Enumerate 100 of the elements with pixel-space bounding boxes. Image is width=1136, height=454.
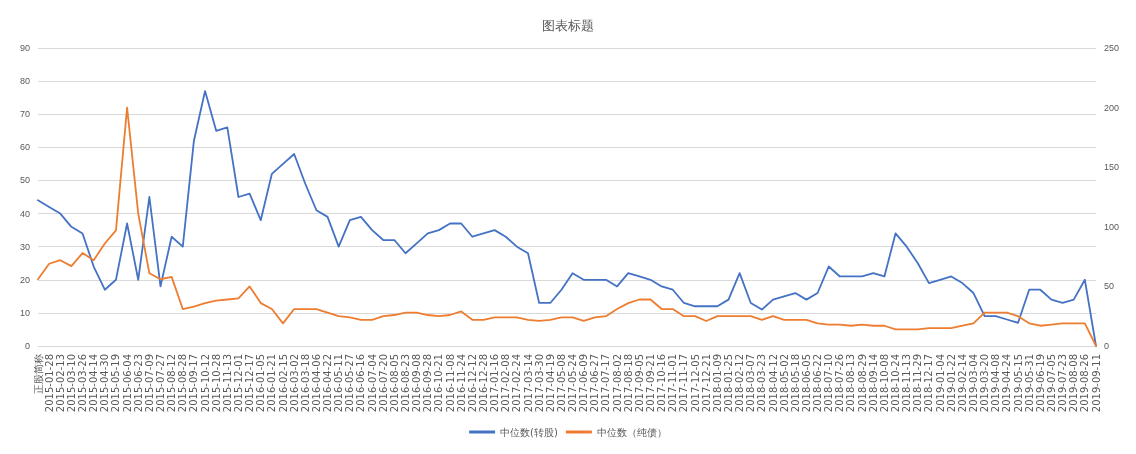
x-tick-label: 2017-04-19 xyxy=(544,354,556,413)
x-tick-label: 2017-09-21 xyxy=(645,354,657,413)
x-tick-label: 正股简称 xyxy=(32,354,44,394)
x-tick-label: 2016-03-02 xyxy=(288,354,300,413)
x-tick-label: 2015-08-12 xyxy=(166,354,178,413)
x-tick-label: 2015-11-13 xyxy=(221,354,233,413)
y-tick-label: 60 xyxy=(19,142,30,153)
x-tick-label: 2017-05-08 xyxy=(555,354,567,413)
legend-label: 中位数(转股) xyxy=(500,426,558,438)
x-tick-label: 2016-05-27 xyxy=(344,354,356,413)
x-tick-label: 2017-06-27 xyxy=(589,354,601,413)
y2-tick-label: 250 xyxy=(1104,43,1120,53)
x-tick-label: 2019-07-05 xyxy=(1045,354,1057,413)
x-tick-label: 2018-01-25 xyxy=(722,354,734,413)
x-tick-label: 2015-01-28 xyxy=(43,354,55,413)
x-tick-label: 2016-04-06 xyxy=(310,354,322,413)
y-tick-label: 20 xyxy=(19,274,30,285)
x-tick-label: 2018-10-08 xyxy=(878,354,890,413)
x-tick-label: 2019-05-15 xyxy=(1012,354,1024,413)
x-tick-label: 2018-02-12 xyxy=(734,354,746,413)
x-tick-label: 2015-06-04 xyxy=(121,354,133,413)
x-tick-label: 2015-09-17 xyxy=(188,354,200,413)
x-tick-label: 2016-12-12 xyxy=(466,354,478,413)
x-tick-label: 2017-01-16 xyxy=(489,354,501,413)
x-tick-label: 2017-10-16 xyxy=(656,354,668,413)
x-tick-label: 2019-08-08 xyxy=(1068,354,1080,413)
x-tick-label: 2017-03-14 xyxy=(522,354,534,413)
x-tick-label: 2018-11-29 xyxy=(912,354,924,413)
x-tick-label: 2017-11-17 xyxy=(678,354,690,413)
y2-tick-label: 0 xyxy=(1104,341,1110,351)
x-tick-label: 2018-03-07 xyxy=(745,354,757,413)
x-tick-label: 2017-05-24 xyxy=(567,354,579,413)
x-tick-label: 2016-07-04 xyxy=(366,354,378,413)
x-tick-label: 2016-10-21 xyxy=(433,354,445,413)
x-tick-label: 2018-05-18 xyxy=(789,354,801,413)
x-tick-label: 2017-03-30 xyxy=(533,354,545,413)
x-tick-label: 2015-04-30 xyxy=(99,354,111,413)
x-tick-label: 2019-07-23 xyxy=(1057,354,1069,413)
x-tick-label: 2019-03-04 xyxy=(967,354,979,413)
x-tick-label: 2015-07-27 xyxy=(155,354,167,413)
x-tick-label: 2017-07-17 xyxy=(600,354,612,413)
x-tick-label: 2017-02-08 xyxy=(500,354,512,413)
x-tick-label: 2018-05-02 xyxy=(778,354,790,413)
x-tick-label: 2019-04-24 xyxy=(1001,354,1013,413)
x-tick-label: 2016-08-05 xyxy=(388,354,400,413)
x-tick-label: 2016-04-22 xyxy=(322,354,334,413)
x-tick-label: 2017-06-09 xyxy=(578,354,590,413)
x-tick-label: 2016-12-28 xyxy=(477,354,489,413)
y-tick-label: 0 xyxy=(24,341,30,351)
y-tick-label: 90 xyxy=(19,43,30,53)
x-tick-label: 2017-08-02 xyxy=(611,354,623,413)
y-tick-label: 70 xyxy=(19,109,30,120)
y2-tick-label: 100 xyxy=(1104,221,1120,232)
x-tick-label: 2018-06-05 xyxy=(800,354,812,413)
x-tick-label: 2016-11-08 xyxy=(444,354,456,413)
y2-tick-label: 200 xyxy=(1104,102,1120,113)
x-tick-label: 2018-07-26 xyxy=(834,354,846,413)
y2-tick-label: 150 xyxy=(1104,162,1120,173)
x-tick-label: 2015-10-12 xyxy=(199,354,211,413)
chart-title: 图表标题 xyxy=(542,18,594,33)
x-tick-label: 2018-11-13 xyxy=(901,354,913,413)
x-tick-label: 2016-05-11 xyxy=(333,354,345,413)
x-tick-label: 2017-12-05 xyxy=(689,354,701,413)
x-tick-label: 2015-12-17 xyxy=(244,354,256,413)
x-tick-label: 2016-01-21 xyxy=(266,354,278,413)
x-tick-label: 2018-08-29 xyxy=(856,354,868,413)
y-tick-label: 40 xyxy=(19,208,30,219)
x-tick-label: 2015-08-28 xyxy=(177,354,189,413)
x-tick-label: 2019-02-14 xyxy=(956,354,968,413)
x-tick-label: 2018-06-22 xyxy=(812,354,824,413)
y-tick-label: 10 xyxy=(19,307,30,318)
x-tick-label: 2019-05-31 xyxy=(1023,354,1035,413)
y-tick-label: 30 xyxy=(19,241,30,252)
x-tick-label: 2018-12-17 xyxy=(923,354,935,413)
x-tick-label: 2019-08-26 xyxy=(1079,354,1091,413)
x-tick-label: 2015-04-14 xyxy=(88,354,100,413)
x-tick-label: 2015-07-09 xyxy=(143,354,155,413)
x-tick-label: 2016-09-08 xyxy=(411,354,423,413)
x-tick-label: 2016-02-15 xyxy=(277,354,289,413)
x-tick-label: 2018-03-23 xyxy=(756,354,768,413)
x-tick-label: 2018-04-12 xyxy=(767,354,779,413)
y2-tick-label: 50 xyxy=(1104,281,1115,292)
x-tick-label: 2015-10-28 xyxy=(210,354,222,413)
x-tick-label: 2017-09-05 xyxy=(633,354,645,413)
x-tick-label: 2018-10-24 xyxy=(890,354,902,413)
x-tick-label: 2019-01-22 xyxy=(945,354,957,413)
x-tick-label: 2017-12-21 xyxy=(700,354,712,413)
x-tick-label: 2019-03-20 xyxy=(979,354,991,413)
x-tick-label: 2015-03-10 xyxy=(65,354,77,413)
x-tick-label: 2016-06-16 xyxy=(355,354,367,413)
x-tick-label: 2015-02-13 xyxy=(54,354,66,413)
x-tick-label: 2019-09-11 xyxy=(1090,354,1102,413)
x-tick-label: 2016-11-24 xyxy=(455,354,467,413)
x-tick-label: 2016-07-20 xyxy=(377,354,389,413)
x-tick-label: 2016-08-23 xyxy=(400,354,412,413)
x-tick-label: 2016-03-18 xyxy=(299,354,311,413)
x-tick-label: 2019-01-04 xyxy=(934,354,946,413)
x-tick-label: 2015-03-26 xyxy=(77,354,89,413)
y-tick-label: 50 xyxy=(19,175,30,186)
x-tick-label: 2017-11-01 xyxy=(667,354,679,413)
